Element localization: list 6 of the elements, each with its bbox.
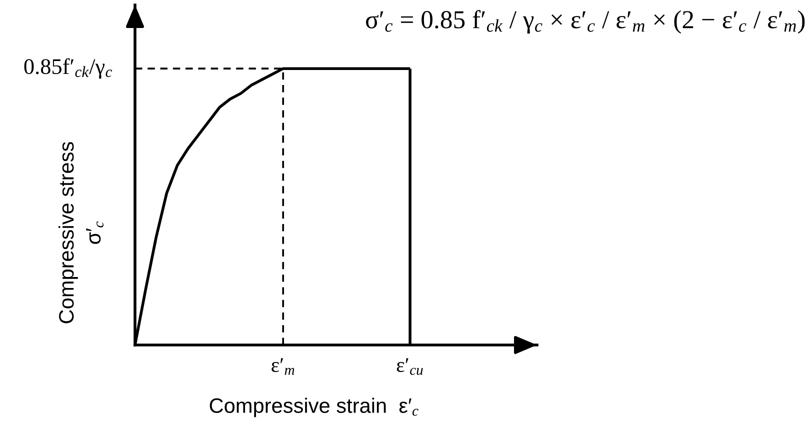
x-tick-label: ε′$_{m}$: [272, 358, 294, 375]
y-axis-title: Compressive stress σ′$_{c}$: [58, 142, 104, 324]
x-tick-label: ε′$_{cu}$: [396, 358, 423, 375]
x-axis-title: Compressive strain ε′$_{c}$: [210, 398, 418, 418]
ref-line-label: 0.85f′$_{ck}$/γ$_{c}$: [24, 58, 112, 79]
text: σ′$_{c}$ = 0.85 f′$_{ck}$ / γ$_{c}$ × ε′$_{c}$ / ε′$_{m}$ × (2 − ε′$_{c}$ / ε′$_{m}$): [366, 10, 805, 34]
